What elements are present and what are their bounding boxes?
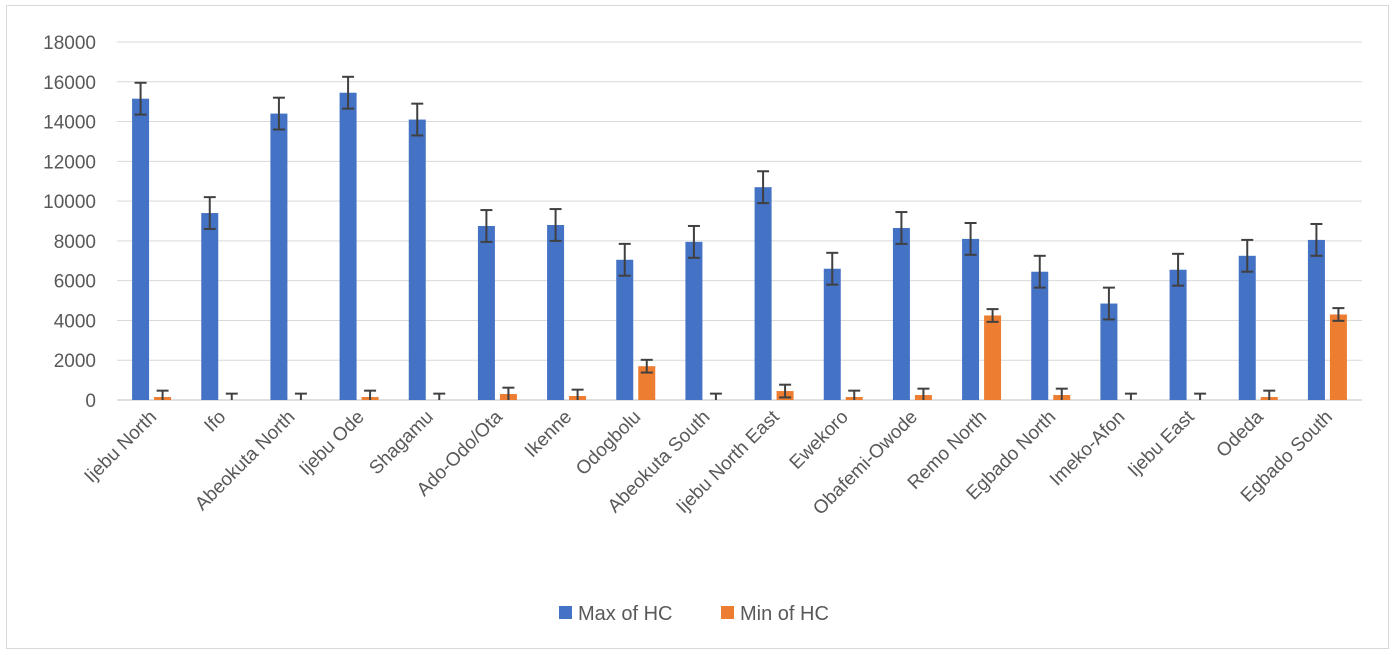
max-bar-error-bar [1102, 286, 1115, 321]
max-bar-error-bar [618, 242, 631, 277]
x-tick-label: Odogbolu [572, 407, 645, 480]
y-tick-label: 16000 [43, 73, 96, 94]
max-bar-error-bar [1310, 222, 1323, 257]
min-bar-error-bar [294, 392, 307, 400]
x-tick-label: Odeda [1213, 406, 1268, 461]
max-bar-error-bar [480, 209, 493, 243]
x-tick-label: Ewekoro [786, 407, 853, 474]
max-bar [270, 113, 288, 400]
min-bar [1329, 314, 1347, 400]
x-tick-label: Ikenne [521, 407, 576, 462]
legend: Max of HC Min of HC [559, 603, 829, 625]
max-bar [339, 92, 357, 400]
x-tick-label: Ijebu East [1124, 406, 1199, 481]
max-bar [408, 119, 426, 401]
max-bar-error-bar [203, 196, 216, 230]
max-bar [1100, 303, 1118, 400]
max-bar [477, 225, 495, 400]
min-bar-error-bar [779, 383, 792, 399]
min-bar-error-bar [1055, 387, 1068, 400]
x-tick-label: Ifo [200, 407, 230, 437]
y-axis-ticks: 0 2000 4000 6000 8000 10000 12000 14000 16000 180… [43, 33, 96, 412]
max-bar-error-bar [411, 102, 424, 137]
bars [132, 92, 1347, 401]
max-bar-error-bar [895, 211, 908, 245]
max-bar [754, 187, 772, 400]
max-bar-error-bar [687, 224, 700, 259]
max-bar-error-bar [342, 75, 355, 110]
y-tick-label: 0 [85, 391, 96, 412]
max-bar-error-bar [549, 208, 562, 242]
min-bar-error-bar [1332, 307, 1345, 322]
min-bar [638, 366, 656, 400]
min-bar-error-bar [709, 392, 722, 400]
y-tick-label: 4000 [54, 311, 96, 332]
min-bar-error-bar [1263, 389, 1276, 400]
max-bar-error-bar [826, 251, 839, 286]
max-bar [892, 227, 910, 400]
min-bar-error-bar [917, 387, 930, 400]
min-bar [984, 315, 1002, 400]
legend-swatch-max [559, 606, 572, 619]
min-bar-error-bar [225, 392, 238, 400]
max-bar-error-bar [1241, 238, 1254, 273]
max-bar [547, 224, 565, 400]
legend-swatch-min [721, 606, 734, 619]
max-bar-error-bar [134, 81, 147, 116]
y-tick-label: 10000 [43, 192, 96, 213]
y-tick-label: 18000 [43, 33, 96, 54]
max-bar [1307, 239, 1325, 400]
max-bar [962, 238, 980, 400]
max-bar [132, 98, 150, 400]
min-bar-error-bar [571, 388, 584, 400]
max-bar [1238, 255, 1256, 400]
y-tick-label: 6000 [54, 272, 96, 293]
x-tick-label: Imeko-Afon [1046, 407, 1130, 491]
y-tick-label: 12000 [43, 152, 96, 173]
min-bar-error-bar [433, 392, 446, 400]
max-bar-error-bar [757, 170, 770, 205]
max-bar [201, 213, 219, 400]
min-bar-error-bar [848, 389, 861, 400]
min-bar-error-bar [986, 308, 999, 323]
max-bar-error-bar [1172, 252, 1185, 287]
max-bar [1031, 271, 1049, 400]
min-bar-error-bar [640, 358, 653, 374]
y-tick-label: 8000 [54, 232, 96, 253]
error-bars [134, 75, 1345, 400]
min-bar-error-bar [1194, 392, 1207, 400]
max-bar [1169, 269, 1187, 400]
max-bar-error-bar [1033, 254, 1046, 289]
max-bar [823, 268, 841, 400]
max-bar-error-bar [964, 221, 977, 256]
gridlines [117, 41, 1362, 401]
y-tick-label: 2000 [54, 351, 96, 372]
y-tick-label: 14000 [43, 113, 96, 134]
min-bar-error-bar [156, 389, 169, 400]
legend-label-max: Max of HC [578, 603, 672, 625]
min-bar-error-bar [364, 389, 377, 400]
min-bar-error-bar [502, 386, 515, 400]
x-tick-label: Ijebu North [81, 407, 162, 488]
legend-label-min: Min of HC [740, 603, 829, 625]
x-tick-label: Shagamu [365, 407, 437, 479]
min-bar-error-bar [1124, 392, 1137, 400]
max-bar-error-bar [272, 96, 285, 131]
max-bar [685, 241, 703, 400]
x-tick-label: Ijebu Ode [295, 407, 368, 480]
max-bar [616, 259, 634, 400]
